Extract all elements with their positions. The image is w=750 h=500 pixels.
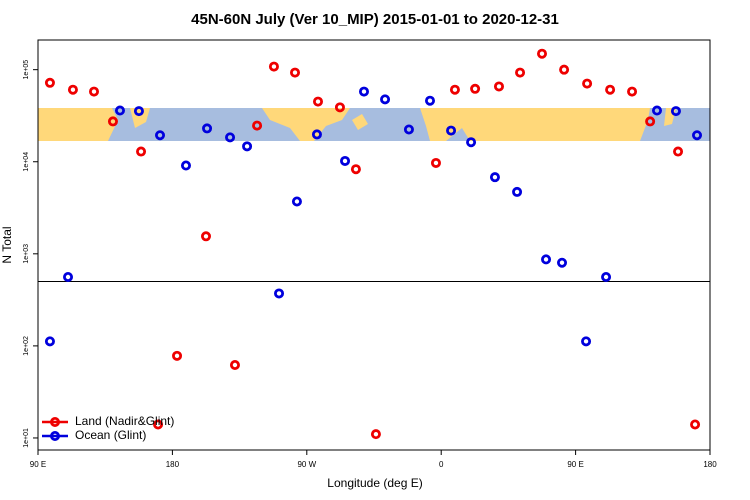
point: [627, 86, 638, 97]
legend-label: Ocean (Glint): [75, 428, 146, 442]
point: [172, 350, 183, 361]
y-tick-label: 1e+04: [23, 152, 30, 172]
point: [202, 123, 213, 134]
point: [670, 106, 681, 117]
y-axis-label: N Total: [0, 226, 14, 263]
point: [380, 94, 391, 105]
plot-frame: [37, 39, 711, 451]
point: [489, 172, 500, 183]
point: [290, 67, 301, 78]
point: [651, 105, 662, 116]
point: [180, 160, 191, 171]
point: [242, 141, 253, 152]
point: [466, 137, 477, 148]
x-tick-label: 180: [703, 460, 717, 469]
point: [673, 146, 684, 157]
point: [67, 84, 78, 95]
point: [340, 155, 351, 166]
x-tick-label: 0: [439, 460, 444, 469]
x-tick-label: 90 E: [567, 460, 583, 469]
point: [274, 288, 285, 299]
point: [559, 64, 570, 75]
point: [512, 186, 523, 197]
point: [403, 124, 414, 135]
point: [89, 86, 100, 97]
legend-label: Land (Nadir&Glint): [75, 414, 174, 428]
point: [334, 102, 345, 113]
point: [582, 78, 593, 89]
point: [605, 84, 616, 95]
point: [370, 429, 381, 440]
point: [133, 106, 144, 117]
x-tick-label: 90 E: [30, 460, 46, 469]
point: [291, 196, 302, 207]
point: [268, 61, 279, 72]
point: [44, 77, 55, 88]
point: [470, 83, 481, 94]
x-tick-label: 90 W: [297, 460, 316, 469]
point: [44, 336, 55, 347]
point: [537, 48, 548, 59]
point: [424, 95, 435, 106]
point: [601, 271, 612, 282]
point: [153, 419, 164, 430]
world-map-strip: [38, 108, 710, 141]
point: [581, 336, 592, 347]
point: [63, 271, 74, 282]
point: [690, 419, 701, 430]
point: [229, 360, 240, 371]
point: [311, 129, 322, 140]
point: [252, 120, 263, 131]
legend-marker: [50, 430, 61, 441]
point: [350, 164, 361, 175]
y-tick-label: 1e+05: [23, 60, 30, 80]
point: [449, 84, 460, 95]
point: [358, 86, 369, 97]
point: [645, 116, 656, 127]
chart-title: 45N-60N July (Ver 10_MIP) 2015-01-01 to …: [191, 11, 559, 28]
point: [430, 157, 441, 168]
x-tick-label: 180: [166, 460, 180, 469]
point: [114, 105, 125, 116]
point: [155, 130, 166, 141]
point: [493, 81, 504, 92]
point: [515, 67, 526, 78]
legend-marker: [50, 416, 61, 427]
point: [136, 146, 147, 157]
y-tick-label: 1e+02: [23, 336, 30, 356]
point: [692, 130, 703, 141]
y-tick-label: 1e+03: [23, 244, 30, 264]
point: [446, 125, 457, 136]
point: [557, 257, 568, 268]
y-tick-label: 1e+01: [23, 428, 30, 448]
point: [225, 132, 236, 143]
point: [541, 254, 552, 265]
point: [200, 231, 211, 242]
x-axis-label: Longitude (deg E): [327, 476, 422, 490]
point: [107, 116, 118, 127]
point: [312, 96, 323, 107]
